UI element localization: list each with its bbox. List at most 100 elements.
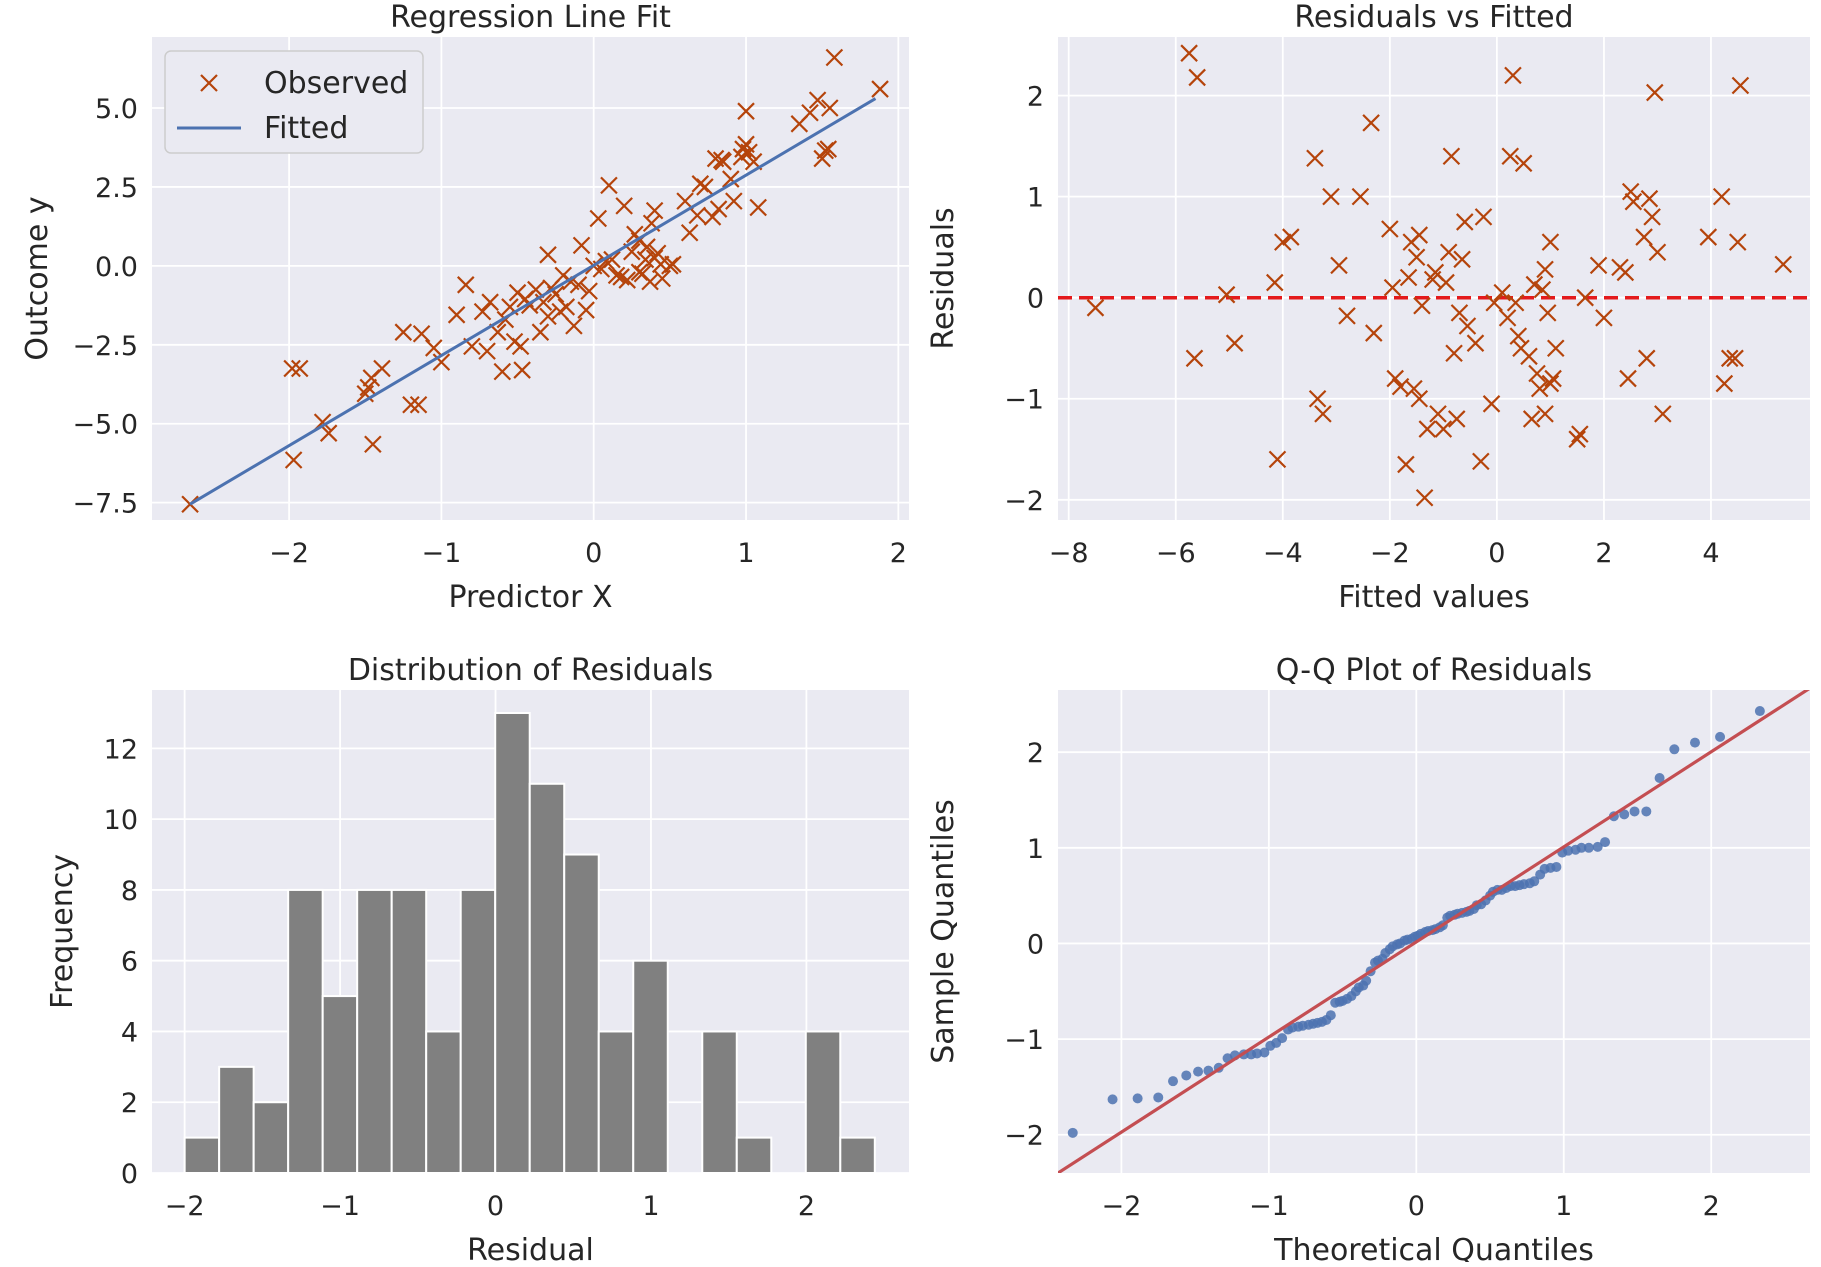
y-tick-label: 5.0 — [95, 94, 138, 125]
y-axis-label: Sample Quantiles — [926, 799, 961, 1064]
data-point — [1728, 233, 1747, 251]
x-tick-label: −4 — [1263, 538, 1303, 569]
data-point — [572, 236, 591, 255]
x-tick-label: −6 — [1156, 538, 1196, 569]
data-point — [447, 306, 466, 324]
data-point — [1180, 44, 1198, 62]
data-point — [1410, 226, 1429, 244]
data-point — [1466, 334, 1485, 352]
data-point — [1274, 233, 1292, 251]
y-tick-label: 0 — [1027, 284, 1044, 315]
data-point — [1504, 66, 1522, 85]
x-axis-label: Predictor X — [448, 580, 612, 615]
data-point — [1699, 228, 1718, 246]
x-tick-label: −1 — [320, 1191, 360, 1222]
data-point — [1306, 149, 1324, 168]
data-point — [1450, 304, 1469, 322]
y-tick-label: −2.5 — [72, 331, 138, 362]
data-point — [493, 362, 512, 381]
data-point — [539, 246, 557, 264]
y-tick-label: 6 — [121, 947, 138, 978]
data-point — [1712, 187, 1731, 206]
data-point — [714, 152, 732, 171]
data-point — [1415, 488, 1434, 507]
data-point — [1726, 349, 1744, 368]
data-point — [725, 192, 743, 210]
data-point — [425, 339, 443, 357]
data-point — [1525, 275, 1544, 294]
histogram-bar — [563, 853, 600, 1173]
data-point — [1386, 369, 1404, 388]
data-point — [1067, 1127, 1078, 1138]
data-point — [539, 307, 557, 326]
data-point — [1399, 268, 1418, 287]
data-point — [709, 200, 728, 218]
plot-content — [1058, 44, 1810, 507]
y-tick-label: 1 — [1027, 834, 1044, 865]
data-point — [819, 140, 838, 158]
data-point — [1153, 1092, 1164, 1103]
y-tick-label: 2 — [1027, 82, 1044, 113]
data-point — [1338, 307, 1356, 325]
data-point — [1641, 806, 1652, 817]
data-point — [1259, 1047, 1270, 1058]
data-point — [1592, 841, 1603, 852]
x-axis-label: Residual — [467, 1233, 594, 1262]
data-point — [1506, 293, 1525, 312]
x-tick-label: −1 — [421, 538, 461, 569]
data-point — [1654, 405, 1672, 423]
data-point — [1181, 1070, 1192, 1081]
data-point — [1715, 374, 1734, 393]
data-point — [1621, 182, 1640, 201]
data-point — [688, 206, 707, 225]
data-point — [1576, 842, 1587, 853]
data-point — [1600, 837, 1611, 848]
data-point — [1252, 1048, 1263, 1059]
data-point — [1589, 256, 1608, 275]
data-point — [1217, 285, 1236, 304]
data-point — [557, 298, 576, 316]
data-point — [615, 197, 633, 215]
x-tick-label: 2 — [1595, 538, 1612, 569]
data-point — [1325, 1010, 1336, 1021]
data-point — [1193, 1066, 1204, 1077]
data-point — [1485, 293, 1503, 312]
data-point — [1362, 114, 1380, 132]
x-tick-label: 0 — [1408, 1191, 1425, 1222]
data-point — [740, 143, 758, 162]
x-tick-label: −2 — [269, 538, 309, 569]
histogram-bar — [390, 888, 428, 1173]
data-point — [618, 271, 636, 289]
data-point — [600, 176, 618, 195]
data-point — [1520, 347, 1538, 366]
data-point — [1434, 420, 1453, 438]
data-point — [1413, 297, 1431, 315]
data-point — [1437, 273, 1455, 292]
x-tick-label: 1 — [642, 1191, 659, 1222]
data-point — [1282, 228, 1300, 246]
data-point — [825, 48, 844, 67]
histogram-bar — [459, 888, 497, 1173]
data-point — [821, 99, 839, 117]
data-point — [1529, 876, 1540, 887]
data-point — [1361, 975, 1372, 986]
data-point — [703, 208, 722, 226]
data-point — [1351, 187, 1370, 206]
y-tick-label: −1 — [1004, 1025, 1044, 1056]
x-tick-label: 1 — [737, 538, 754, 569]
data-point — [1629, 806, 1640, 817]
data-point — [641, 272, 659, 291]
chart-title: Regression Line Fit — [390, 0, 671, 35]
data-point — [1619, 369, 1637, 388]
legend-marker-observed — [200, 74, 218, 92]
histogram-bar — [735, 1136, 773, 1173]
data-point — [1536, 260, 1554, 279]
data-point — [1086, 299, 1105, 317]
legend-label-observed: Observed — [264, 66, 408, 101]
data-point — [580, 282, 598, 300]
data-point — [1225, 334, 1244, 352]
data-point — [1458, 317, 1477, 335]
data-point — [1268, 450, 1287, 469]
data-point — [569, 276, 588, 294]
